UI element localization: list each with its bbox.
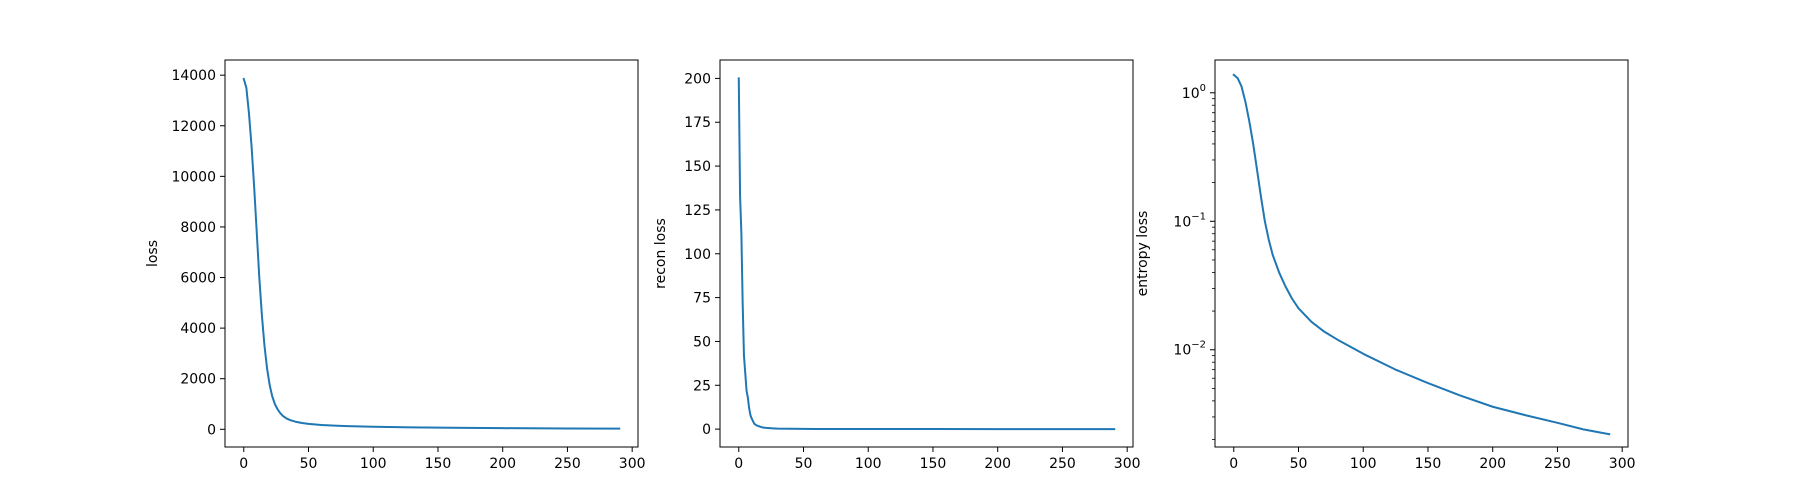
x-tick-label: 200 — [984, 456, 1011, 472]
y-tick-label: 25 — [693, 378, 711, 394]
series-line-1 — [737, 77, 1116, 431]
x-tick-label: 50 — [300, 456, 318, 472]
x-tick-label: 50 — [795, 456, 813, 472]
x-tick-label: 0 — [239, 456, 248, 472]
y-tick-label: 4000 — [180, 321, 216, 337]
x-tick-label: 200 — [1479, 456, 1506, 472]
y-tick-label: 50 — [693, 334, 711, 350]
x-tick-label: 250 — [1049, 456, 1076, 472]
y-tick-label: 75 — [693, 291, 711, 307]
y-tick-label: 0 — [207, 422, 216, 438]
x-tick-label: 200 — [489, 456, 516, 472]
y-tick-label: 6000 — [180, 271, 216, 287]
x-tick-label: 0 — [734, 456, 743, 472]
y-tick-label: 8000 — [180, 220, 216, 236]
y-tick-label-exponent: 0 — [1200, 83, 1206, 94]
y-tick-label: 10−2 — [1173, 340, 1206, 359]
series-line-1 — [242, 77, 621, 430]
series-line-1 — [1232, 73, 1611, 436]
y-tick-label: 200 — [684, 71, 711, 87]
y-tick-label-exponent: −2 — [1191, 340, 1206, 351]
y-tick-label: 175 — [684, 115, 711, 131]
x-tick-label: 100 — [855, 456, 882, 472]
y-axis-label: recon loss — [653, 218, 669, 289]
x-tick-label: 300 — [1114, 456, 1141, 472]
y-tick-label-base: 10 — [1182, 86, 1200, 102]
y-tick-label-base: 10 — [1173, 214, 1191, 230]
y-tick-label: 12000 — [171, 119, 216, 135]
x-tick-label: 300 — [1609, 456, 1636, 472]
x-tick-label: 0 — [1229, 456, 1238, 472]
y-tick-label: 2000 — [180, 372, 216, 388]
x-tick-label: 100 — [1350, 456, 1377, 472]
y-tick-label-base: 10 — [1173, 343, 1191, 359]
y-tick-label: 100 — [1182, 83, 1206, 102]
y-tick-label: 0 — [702, 422, 711, 438]
axes-frame — [224, 59, 639, 448]
subplot-1: 0 50 100 150 200 250 300 0 2000 4000 6000 8000 10000… — [145, 59, 646, 472]
y-tick-label: 14000 — [171, 68, 216, 84]
subplots: 0 50 100 150 200 250 3000200040006000800010000… — [145, 59, 1636, 472]
y-tick-label-exponent: −1 — [1191, 211, 1206, 222]
y-axis-label: loss — [145, 240, 161, 267]
x-tick-label: 300 — [619, 456, 646, 472]
x-tick-label: 150 — [1415, 456, 1442, 472]
axes-frame — [1214, 59, 1629, 448]
x-tick-label: 150 — [920, 456, 947, 472]
y-axis-label: entropy loss — [1135, 211, 1151, 297]
y-tick-label: 100 — [684, 247, 711, 263]
y-tick-label: 10000 — [171, 169, 216, 185]
x-tick-label: 150 — [425, 456, 452, 472]
x-tick-label: 250 — [1544, 456, 1571, 472]
x-tick-label: 100 — [360, 456, 387, 472]
x-tick-label: 50 — [1290, 456, 1308, 472]
y-tick-label: 10−1 — [1173, 211, 1206, 230]
y-tick-label: 150 — [684, 159, 711, 175]
y-tick-label: 125 — [684, 203, 711, 219]
x-tick-label: 250 — [554, 456, 581, 472]
subplot-2: 0 50 100 150 200 250 300 0 25 50 75 100 125 150 175 200… — [653, 59, 1141, 472]
